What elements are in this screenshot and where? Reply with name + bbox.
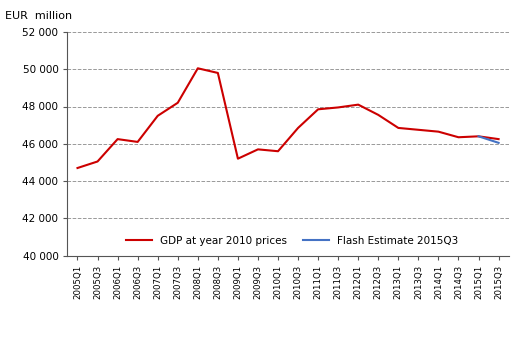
- GDP at year 2010 prices: [115, 137, 121, 141]
- GDP at year 2010 prices: [295, 126, 301, 130]
- Flash Estimate 2015Q3: [496, 141, 502, 145]
- GDP at year 2010 prices: [134, 140, 141, 144]
- Flash Estimate 2015Q3: [475, 134, 482, 138]
- GDP at year 2010 prices: [215, 71, 221, 75]
- GDP at year 2010 prices: [315, 107, 321, 111]
- GDP at year 2010 prices: [235, 157, 241, 161]
- Line: GDP at year 2010 prices: GDP at year 2010 prices: [77, 68, 499, 168]
- GDP at year 2010 prices: [74, 166, 80, 170]
- Line: Flash Estimate 2015Q3: Flash Estimate 2015Q3: [479, 136, 499, 143]
- GDP at year 2010 prices: [435, 130, 442, 134]
- GDP at year 2010 prices: [155, 114, 161, 118]
- GDP at year 2010 prices: [335, 105, 342, 110]
- GDP at year 2010 prices: [475, 134, 482, 138]
- GDP at year 2010 prices: [455, 135, 461, 140]
- GDP at year 2010 prices: [195, 66, 201, 70]
- Legend: GDP at year 2010 prices, Flash Estimate 2015Q3: GDP at year 2010 prices, Flash Estimate …: [126, 236, 458, 246]
- GDP at year 2010 prices: [496, 137, 502, 141]
- GDP at year 2010 prices: [375, 113, 381, 117]
- GDP at year 2010 prices: [174, 100, 181, 105]
- GDP at year 2010 prices: [415, 128, 421, 132]
- Text: EUR  million: EUR million: [5, 11, 72, 21]
- GDP at year 2010 prices: [94, 159, 101, 164]
- GDP at year 2010 prices: [395, 126, 402, 130]
- GDP at year 2010 prices: [275, 149, 281, 153]
- GDP at year 2010 prices: [355, 103, 361, 107]
- GDP at year 2010 prices: [255, 147, 261, 152]
